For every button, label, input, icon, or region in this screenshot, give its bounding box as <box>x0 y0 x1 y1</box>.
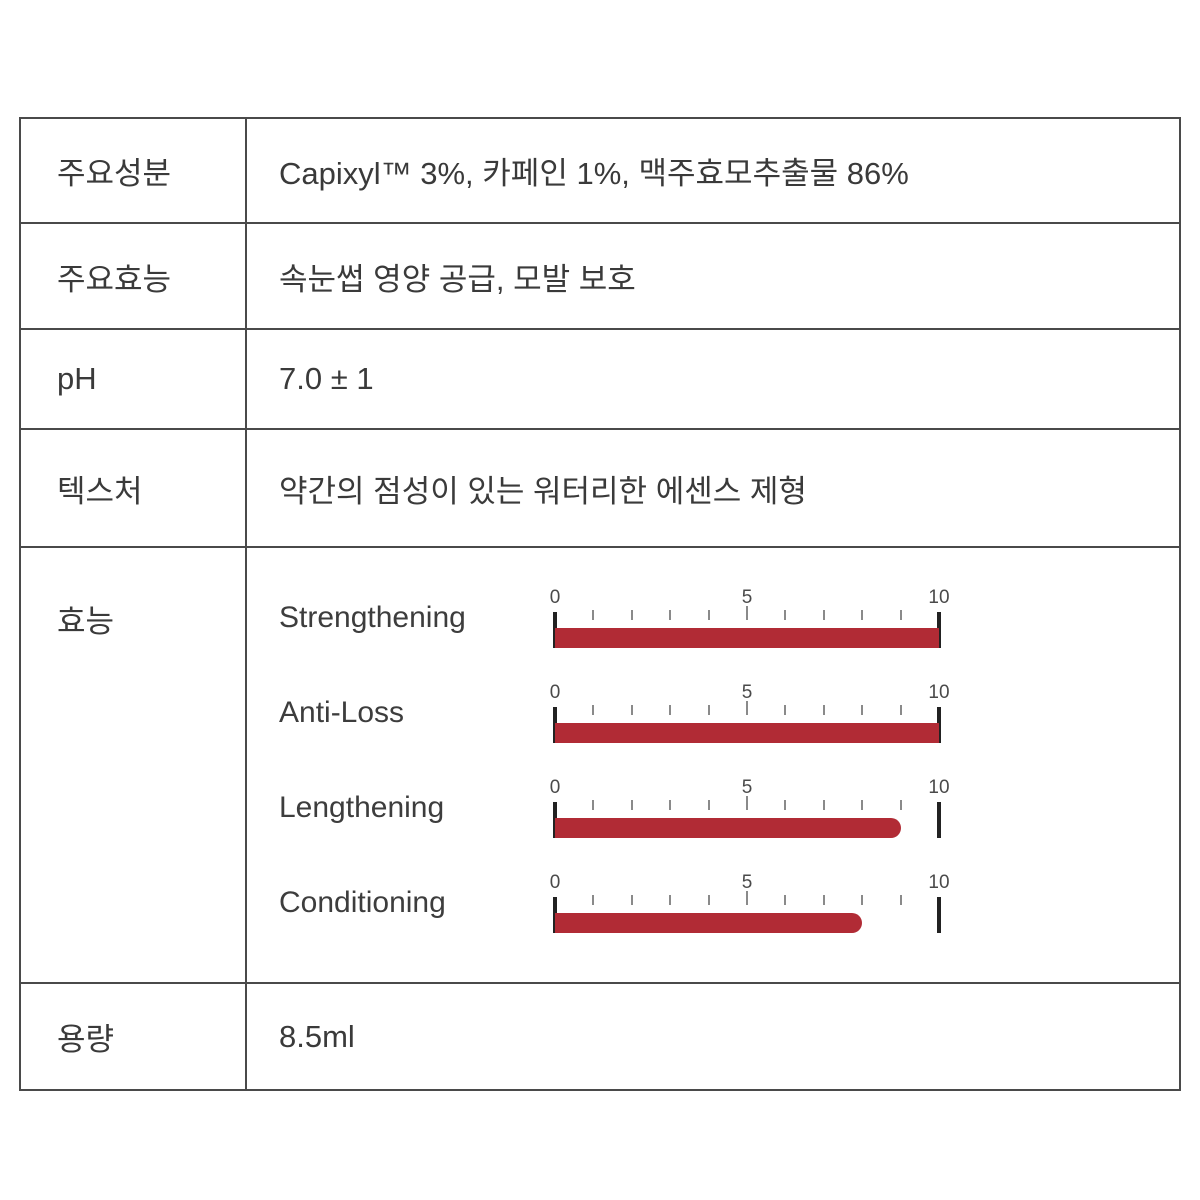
product-spec-table: 주요성분 Capixyl™ 3%, 카페인 1%, 맥주효모추출물 86% 주요… <box>19 117 1181 1091</box>
rating-row-lengthening: Lengthening 0 5 10 <box>279 777 1179 839</box>
rating-label: Conditioning <box>279 886 446 919</box>
table-row-ph: pH 7.0 ± 1 <box>21 330 1179 430</box>
scale-minor-tick <box>822 610 825 620</box>
row-label-efficacy: 효능 <box>21 548 247 982</box>
rating-label: Anti-Loss <box>279 696 405 729</box>
rating-scale: 0 5 10 <box>550 872 950 934</box>
row-value-volume: 8.5ml <box>279 1018 355 1054</box>
scale-minor-tick <box>899 895 902 905</box>
scale-tick-label-10: 10 <box>928 777 950 798</box>
scale-minor-tick <box>669 705 672 715</box>
scale-minor-tick <box>707 895 710 905</box>
scale-minor-tick <box>861 610 864 620</box>
scale-tick-label-5: 5 <box>741 777 753 798</box>
rating-label: Strengthening <box>279 601 466 634</box>
scale-end-line <box>937 707 941 743</box>
row-label-ingredients: 주요성분 <box>21 119 247 222</box>
scale-minor-tick <box>630 610 633 620</box>
rating-row-conditioning: Conditioning 0 5 10 <box>279 872 1179 934</box>
scale-minor-tick <box>707 705 710 715</box>
scale-tick-label-10: 10 <box>928 587 950 608</box>
scale-end-line <box>937 802 941 838</box>
scale-minor-tick <box>822 895 825 905</box>
scale-tick-label-5: 5 <box>741 587 753 608</box>
scale-tick-label-0: 0 <box>549 777 561 798</box>
scale-minor-tick <box>822 800 825 810</box>
scale-minor-tick <box>784 895 787 905</box>
rating-bar <box>555 628 939 648</box>
rating-label: Lengthening <box>279 791 445 824</box>
scale-minor-tick <box>822 705 825 715</box>
efficacy-charts: Strengthening 0 5 10 Anti-Loss 0 5 10 <box>247 548 1179 982</box>
scale-end-line <box>937 612 941 648</box>
row-value-texture: 약간의 점성이 있는 워터리한 에센스 제형 <box>279 473 807 509</box>
rating-scale: 0 5 10 <box>550 777 950 839</box>
scale-tick-label-5: 5 <box>741 872 753 893</box>
scale-minor-tick <box>746 701 748 715</box>
scale-minor-tick <box>592 895 595 905</box>
scale-minor-tick <box>592 610 595 620</box>
row-label-benefits: 주요효능 <box>21 224 247 328</box>
scale-minor-tick <box>746 796 748 810</box>
table-row-texture: 텍스처 약간의 점성이 있는 워터리한 에센스 제형 <box>21 430 1179 548</box>
scale-end-line <box>937 897 941 933</box>
scale-minor-tick <box>669 800 672 810</box>
row-label-volume: 용량 <box>21 984 247 1089</box>
row-label-ph: pH <box>21 330 247 428</box>
scale-tick-label-10: 10 <box>928 682 950 703</box>
table-row-volume: 용량 8.5ml <box>21 984 1179 1089</box>
row-value-ph: 7.0 ± 1 <box>279 361 374 396</box>
rating-bar <box>555 818 901 838</box>
scale-minor-tick <box>630 895 633 905</box>
scale-tick-label-5: 5 <box>741 682 753 703</box>
row-value-benefits: 속눈썹 영양 공급, 모발 보호 <box>279 261 636 297</box>
rating-row-strengthening: Strengthening 0 5 10 <box>279 587 1179 649</box>
scale-tick-label-10: 10 <box>928 872 950 893</box>
scale-minor-tick <box>630 800 633 810</box>
scale-minor-tick <box>784 705 787 715</box>
scale-minor-tick <box>861 800 864 810</box>
scale-tick-label-0: 0 <box>549 872 561 893</box>
scale-minor-tick <box>746 891 748 905</box>
scale-minor-tick <box>669 895 672 905</box>
scale-tick-label-0: 0 <box>549 682 561 703</box>
scale-minor-tick <box>784 610 787 620</box>
scale-minor-tick <box>861 705 864 715</box>
row-value-ingredients: Capixyl™ 3%, 카페인 1%, 맥주효모추출물 86% <box>279 156 909 191</box>
scale-minor-tick <box>861 895 864 905</box>
scale-minor-tick <box>592 705 595 715</box>
row-label-texture: 텍스처 <box>21 430 247 546</box>
scale-minor-tick <box>899 610 902 620</box>
table-row-ingredients: 주요성분 Capixyl™ 3%, 카페인 1%, 맥주효모추출물 86% <box>21 119 1179 224</box>
table-row-efficacy: 효능 Strengthening 0 5 10 Anti-Loss 0 <box>21 548 1179 984</box>
rating-row-anti-loss: Anti-Loss 0 5 10 <box>279 682 1179 744</box>
scale-minor-tick <box>899 705 902 715</box>
scale-minor-tick <box>707 800 710 810</box>
table-row-benefits: 주요효능 속눈썹 영양 공급, 모발 보호 <box>21 224 1179 330</box>
rating-scale: 0 5 10 <box>550 682 950 744</box>
rating-scale: 0 5 10 <box>550 587 950 649</box>
scale-minor-tick <box>784 800 787 810</box>
scale-minor-tick <box>630 705 633 715</box>
scale-minor-tick <box>669 610 672 620</box>
scale-tick-label-0: 0 <box>549 587 561 608</box>
scale-minor-tick <box>899 800 902 810</box>
rating-bar <box>555 913 863 933</box>
rating-bar <box>555 723 939 743</box>
scale-minor-tick <box>707 610 710 620</box>
scale-minor-tick <box>746 606 748 620</box>
scale-minor-tick <box>592 800 595 810</box>
